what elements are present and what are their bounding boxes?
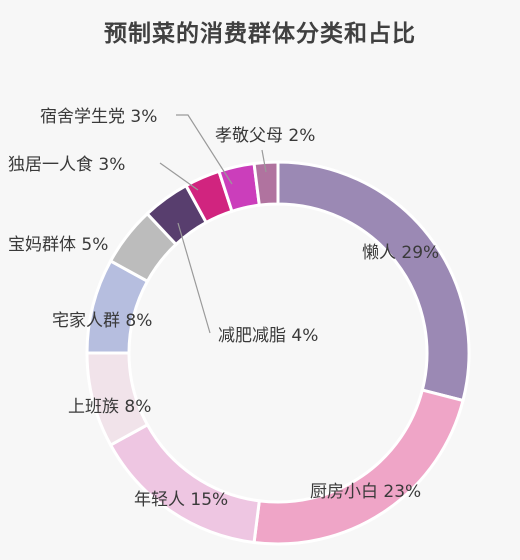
leader-line-减肥减脂 xyxy=(177,222,211,334)
slice-厨房小白[interactable] xyxy=(252,388,465,546)
slice-label-孝敬父母: 孝敬父母 2% xyxy=(215,126,315,146)
slice-label-宅家人群: 宅家人群 8% xyxy=(52,311,152,331)
slice-label-宝妈群体: 宝妈群体 5% xyxy=(8,235,108,255)
slice-label-厨房小白: 厨房小白 23% xyxy=(310,482,421,502)
slice-年轻人[interactable] xyxy=(108,422,262,545)
leader-line-独居一人食 xyxy=(159,162,199,191)
slice-label-上班族: 上班族 8% xyxy=(68,397,151,417)
slice-label-年轻人: 年轻人 15% xyxy=(134,490,228,510)
slice-label-懒人: 懒人 29% xyxy=(362,243,439,263)
leader-line-宿舍学生党 xyxy=(176,114,233,185)
slice-孝敬父母[interactable] xyxy=(252,160,280,207)
slice-懒人[interactable] xyxy=(276,160,471,403)
slice-label-宿舍学生党: 宿舍学生党 3% xyxy=(40,107,157,127)
slice-label-独居一人食: 独居一人食 3% xyxy=(8,155,125,175)
slice-label-减肥减脂: 减肥减脂 4% xyxy=(218,326,318,346)
chart-title: 预制菜的消费群体分类和占比 xyxy=(104,21,416,47)
leader-line-孝敬父母 xyxy=(261,149,267,173)
